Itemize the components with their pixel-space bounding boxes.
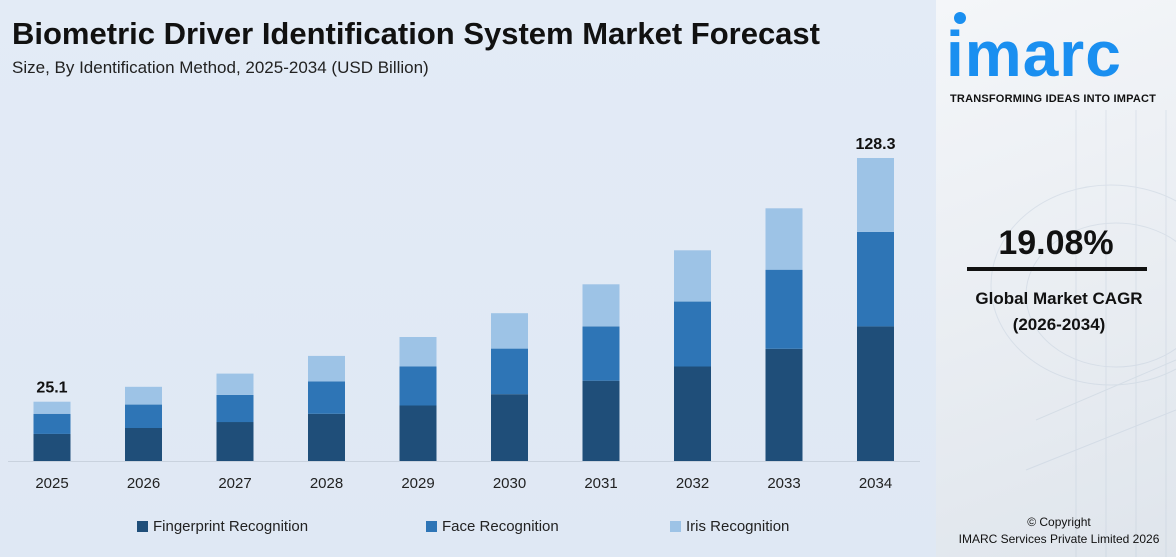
bar-2025-iris-recognition xyxy=(33,401,71,414)
x-tick-labels: 2025 2026 2027 2028 2029 2030 2031 2032 2033 2034 xyxy=(35,475,892,492)
legend: Fingerprint Recognition Face Recognition I… xyxy=(0,518,936,540)
cagr-divider xyxy=(967,267,1147,271)
bar-2033-face-recognition xyxy=(765,269,803,349)
chart-title: Biometric Driver Identification System M… xyxy=(12,16,820,51)
bar-2031-face-recognition xyxy=(582,326,620,381)
legend-item-fingerprint-recognition: Fingerprint Recognition xyxy=(137,518,308,535)
x-tick-label: 2030 xyxy=(493,475,526,492)
stacked-bar-chart: 2025 2026 2027 2028 2029 2030 2031 2032 2033 2034… xyxy=(8,136,920,492)
data-label-2034: 128.3 xyxy=(855,136,895,153)
copyright-line2: IMARC Services Private Limited 2026 xyxy=(958,532,1160,546)
bar-2033-fingerprint-recognition xyxy=(765,348,803,461)
x-tick-label: 2029 xyxy=(401,475,434,492)
logo-dot-icon xyxy=(954,12,966,24)
x-tick-label: 2033 xyxy=(767,475,800,492)
bar-2034-fingerprint-recognition xyxy=(857,326,894,461)
bar-2027-iris-recognition xyxy=(216,373,254,395)
bar-2026-face-recognition xyxy=(125,404,162,428)
bar-2032-face-recognition xyxy=(674,301,711,367)
bar-2031-iris-recognition xyxy=(582,284,620,327)
bar-2030-fingerprint-recognition xyxy=(491,394,528,461)
bar-2031-fingerprint-recognition xyxy=(582,380,620,461)
legend-item-face-recognition: Face Recognition xyxy=(426,518,559,535)
bar-2025-face-recognition xyxy=(33,413,71,434)
bar-2028-face-recognition xyxy=(308,381,345,414)
x-tick-label: 2028 xyxy=(310,475,343,492)
legend-label: Fingerprint Recognition xyxy=(153,518,309,535)
copyright: © Copyright IMARC Services Private Limit… xyxy=(936,514,1176,548)
bar-2034-iris-recognition xyxy=(857,158,894,232)
legend-label: Face Recognition xyxy=(442,518,559,535)
bar-2032-iris-recognition xyxy=(674,250,711,302)
chart-panel: Biometric Driver Identification System M… xyxy=(0,0,936,557)
bar-2026-iris-recognition xyxy=(125,386,162,405)
cagr-value: 19.08% xyxy=(998,224,1114,262)
legend-swatch xyxy=(137,521,148,532)
imarc-logo: imarc TRANSFORMING IDEAS INTO IMPACT xyxy=(946,8,1172,105)
bar-2029-iris-recognition xyxy=(399,337,437,367)
legend-swatch xyxy=(670,521,681,532)
bar-2026-fingerprint-recognition xyxy=(125,427,162,461)
x-tick-label: 2032 xyxy=(676,475,709,492)
bar-2027-fingerprint-recognition xyxy=(216,422,254,461)
cagr-label: Global Market CAGR (2026-2034) xyxy=(936,286,1176,338)
bar-2030-face-recognition xyxy=(491,348,528,395)
background-decoration xyxy=(990,110,1176,557)
bar-2033-iris-recognition xyxy=(765,208,803,270)
bar-2034-face-recognition xyxy=(857,231,894,327)
x-tick-label: 2034 xyxy=(859,475,892,492)
legend-item-iris-recognition: Iris Recognition xyxy=(670,518,789,535)
bars-layer xyxy=(33,158,894,461)
x-tick-label: 2026 xyxy=(127,475,160,492)
logo-tagline: TRANSFORMING IDEAS INTO IMPACT xyxy=(950,93,1157,105)
x-tick-label: 2027 xyxy=(218,475,251,492)
legend-swatch xyxy=(426,521,437,532)
bar-2030-iris-recognition xyxy=(491,313,528,349)
chart-subtitle: Size, By Identification Method, 2025-203… xyxy=(12,58,429,77)
x-tick-label: 2025 xyxy=(35,475,68,492)
logo-text: imarc xyxy=(946,18,1122,90)
bar-2029-fingerprint-recognition xyxy=(399,405,437,461)
bar-2027-face-recognition xyxy=(216,394,254,423)
legend-label: Iris Recognition xyxy=(686,518,790,535)
bar-2028-iris-recognition xyxy=(308,355,345,382)
data-label-2025: 25.1 xyxy=(36,380,67,397)
cagr-label-line2: (2026-2034) xyxy=(1012,315,1106,334)
bar-2028-fingerprint-recognition xyxy=(308,413,345,461)
data-labels: 25.1 128.3 xyxy=(36,136,895,397)
cagr-label-line1: Global Market CAGR xyxy=(975,289,1143,308)
bar-2025-fingerprint-recognition xyxy=(33,433,71,461)
bar-2032-fingerprint-recognition xyxy=(674,366,711,461)
bar-2029-face-recognition xyxy=(399,366,437,406)
side-panel: imarc TRANSFORMING IDEAS INTO IMPACT 19.… xyxy=(936,0,1176,557)
copyright-line1: © Copyright xyxy=(1027,515,1091,529)
x-tick-label: 2031 xyxy=(584,475,617,492)
